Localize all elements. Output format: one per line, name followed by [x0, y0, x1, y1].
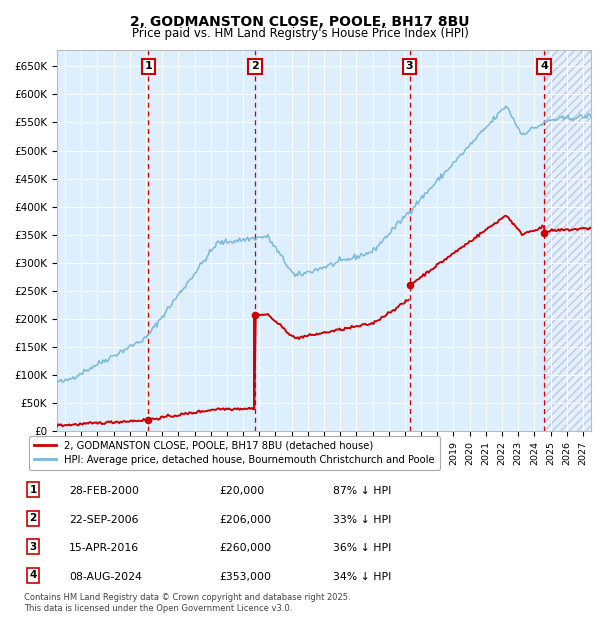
Text: 2, GODMANSTON CLOSE, POOLE, BH17 8BU: 2, GODMANSTON CLOSE, POOLE, BH17 8BU	[130, 16, 470, 30]
Text: 2: 2	[29, 513, 37, 523]
Text: £20,000: £20,000	[219, 486, 264, 496]
Text: 87% ↓ HPI: 87% ↓ HPI	[333, 486, 391, 496]
Text: 08-AUG-2024: 08-AUG-2024	[69, 572, 142, 582]
Bar	[544, 50, 591, 431]
Text: £353,000: £353,000	[219, 572, 271, 582]
Text: 1: 1	[145, 61, 152, 71]
Text: 4: 4	[540, 61, 548, 71]
Text: 36% ↓ HPI: 36% ↓ HPI	[333, 543, 391, 553]
Text: Contains HM Land Registry data © Crown copyright and database right 2025.
This d: Contains HM Land Registry data © Crown c…	[24, 593, 350, 613]
Text: 3: 3	[406, 61, 413, 71]
Text: £206,000: £206,000	[219, 515, 271, 525]
Bar	[544, 50, 591, 431]
Text: £260,000: £260,000	[219, 543, 271, 553]
Text: 33% ↓ HPI: 33% ↓ HPI	[333, 515, 391, 525]
Text: 22-SEP-2006: 22-SEP-2006	[69, 515, 139, 525]
Legend: 2, GODMANSTON CLOSE, POOLE, BH17 8BU (detached house), HPI: Average price, detac: 2, GODMANSTON CLOSE, POOLE, BH17 8BU (de…	[29, 436, 440, 470]
Text: 2: 2	[251, 61, 259, 71]
Text: 4: 4	[29, 570, 37, 580]
Text: Price paid vs. HM Land Registry's House Price Index (HPI): Price paid vs. HM Land Registry's House …	[131, 27, 469, 40]
Text: 28-FEB-2000: 28-FEB-2000	[69, 486, 139, 496]
Text: 15-APR-2016: 15-APR-2016	[69, 543, 139, 553]
Text: 34% ↓ HPI: 34% ↓ HPI	[333, 572, 391, 582]
Text: 1: 1	[29, 485, 37, 495]
Text: 3: 3	[29, 542, 37, 552]
